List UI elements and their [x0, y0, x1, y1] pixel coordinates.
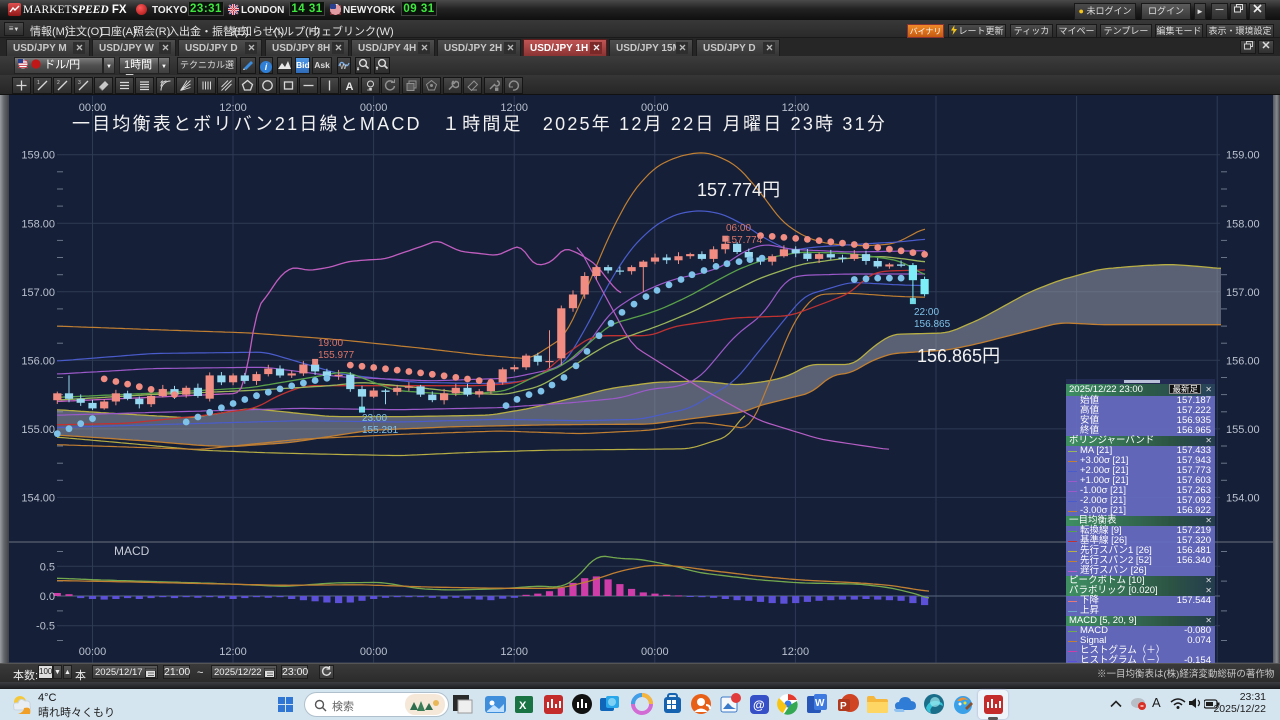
svg-text:154.00: 154.00 [1226, 492, 1260, 504]
svg-text:156.00: 156.00 [1226, 355, 1260, 367]
svg-text:154.00: 154.00 [21, 492, 55, 504]
svg-text:12:00: 12:00 [219, 646, 247, 658]
svg-text:00:00: 00:00 [641, 102, 669, 114]
svg-text:1: 1 [37, 80, 40, 86]
svg-text:12:00: 12:00 [219, 102, 247, 114]
svg-text:155.00: 155.00 [21, 424, 55, 436]
svg-text:W: W [340, 64, 347, 70]
svg-text:155.281: 155.281 [362, 425, 399, 436]
svg-text:0.5: 0.5 [40, 561, 55, 573]
svg-text:12:00: 12:00 [782, 646, 810, 658]
svg-text:159.00: 159.00 [21, 150, 55, 162]
svg-text:00:00: 00:00 [79, 646, 107, 658]
svg-text:23:00: 23:00 [362, 413, 387, 424]
svg-text:00:00: 00:00 [360, 102, 388, 114]
svg-text:19:00: 19:00 [318, 338, 343, 349]
svg-text:157.774円: 157.774円 [697, 180, 780, 200]
svg-text:2: 2 [57, 80, 60, 86]
svg-text:3: 3 [78, 80, 81, 86]
svg-text:12:00: 12:00 [782, 102, 810, 114]
svg-text:12:00: 12:00 [500, 646, 528, 658]
svg-text:X: X [519, 700, 527, 712]
svg-text:d: d [367, 88, 369, 92]
svg-text:157.00: 157.00 [1226, 287, 1260, 299]
svg-text:-0.5: -0.5 [36, 621, 55, 633]
svg-text:156.865: 156.865 [914, 319, 951, 330]
svg-text:@: @ [753, 698, 765, 712]
svg-text:00:00: 00:00 [79, 102, 107, 114]
svg-text:P: P [840, 701, 847, 712]
svg-text:W: W [815, 698, 825, 709]
svg-text:156.00: 156.00 [21, 355, 55, 367]
svg-text:159.00: 159.00 [1226, 150, 1260, 162]
svg-text:155.977: 155.977 [318, 350, 355, 361]
svg-text:156.865円: 156.865円 [917, 346, 1000, 366]
svg-text:06:00: 06:00 [726, 223, 751, 234]
svg-text:155.00: 155.00 [1226, 424, 1260, 436]
svg-text:0.0: 0.0 [40, 591, 55, 603]
svg-text:157.774: 157.774 [726, 235, 763, 246]
svg-text:12:00: 12:00 [500, 102, 528, 114]
svg-text:00:00: 00:00 [360, 646, 388, 658]
svg-text:MACD: MACD [114, 544, 150, 558]
svg-text:一目均衡表とボリバン21日線とMACD １時間足 2025年: 一目均衡表とボリバン21日線とMACD １時間足 2025年 12月 22日 月… [72, 114, 887, 134]
svg-text:22:00: 22:00 [914, 307, 939, 318]
svg-text:158.00: 158.00 [1226, 218, 1260, 230]
svg-text:157.00: 157.00 [21, 287, 55, 299]
svg-text:158.00: 158.00 [21, 218, 55, 230]
svg-text:00:00: 00:00 [641, 646, 669, 658]
